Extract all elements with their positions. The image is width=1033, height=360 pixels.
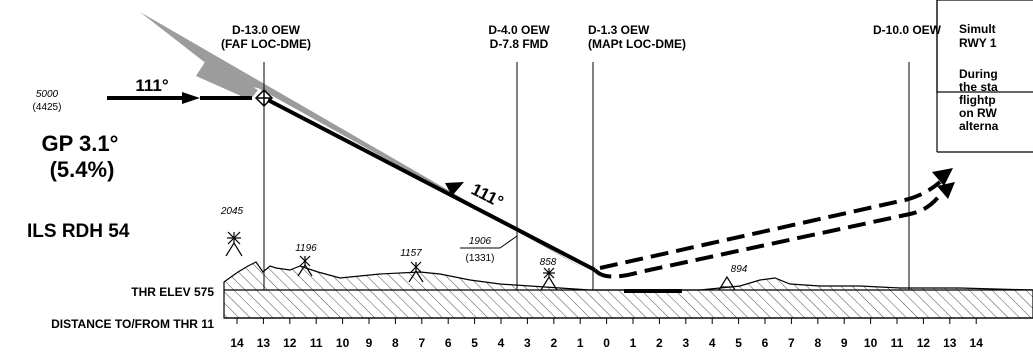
- fix-label: (FAF LOC-DME): [221, 37, 311, 51]
- faf-cross-icon: [254, 88, 274, 108]
- rdh-label: ILS RDH 54: [27, 221, 130, 242]
- crossing-alt-leader: [499, 235, 518, 249]
- inbound-course-arrowhead: [182, 92, 200, 104]
- distance-tick-label: 8: [814, 336, 821, 350]
- distance-tick-label: 14: [970, 336, 984, 350]
- distance-tick-label: 6: [445, 336, 452, 350]
- distance-tick-label: 1: [577, 336, 584, 350]
- distance-tick-label: 14: [230, 336, 244, 350]
- gp-percent-label: (5.4%): [50, 157, 115, 182]
- missed-approach-arrowhead: [932, 168, 953, 186]
- altitude-agl-label: (4425): [33, 102, 62, 113]
- note-line: During: [959, 67, 998, 81]
- distance-tick-label: 10: [864, 336, 878, 350]
- glidepath-line: [267, 98, 596, 272]
- obstacle-elev-label: 2045: [220, 206, 244, 217]
- distance-tick-label: 8: [392, 336, 399, 350]
- distance-tick-label: 10: [336, 336, 350, 350]
- note-line: flightp: [959, 93, 996, 107]
- distance-tick-label: 13: [943, 336, 957, 350]
- obstacle-icon: [408, 261, 424, 283]
- distance-tick-label: 2: [550, 336, 557, 350]
- note-line: Simult: [959, 22, 996, 36]
- fix-label: D-4.0 OEW: [488, 23, 550, 37]
- obstacle-icon: [540, 267, 558, 291]
- distance-tick-label: 0: [603, 336, 610, 350]
- distance-tick-label: 11: [891, 336, 904, 350]
- distance-tick-label: 12: [283, 336, 297, 350]
- fix-label: D-7.8 FMD: [490, 37, 549, 51]
- glidepath-arrowhead: [445, 182, 464, 196]
- fix-label: D-10.0 OEW: [873, 23, 942, 37]
- crossing-alt-agl-label: (1331): [466, 253, 495, 264]
- missed-approach-path-upper: [599, 180, 942, 270]
- distance-tick-label: 4: [709, 336, 716, 350]
- threshold-elev-label: THR ELEV 575: [131, 285, 214, 299]
- obstacle-icon: [718, 275, 736, 291]
- distance-tick-label: 5: [735, 336, 742, 350]
- distance-axis: 14 13 12 11 10 9 8 7 6 5 4 3 2 1 0 1 2 3 4 5 6 7 8 9 10 11 12 13 14: [230, 318, 983, 350]
- distance-tick-label: 13: [257, 336, 271, 350]
- distance-tick-label: 7: [788, 336, 795, 350]
- distance-tick-label: 9: [366, 336, 373, 350]
- fix-label: D-13.0 OEW: [232, 23, 301, 37]
- obstacle-elev-label: 1157: [400, 248, 422, 259]
- obstacle-elev-label: 894: [731, 264, 748, 275]
- distance-tick-label: 3: [524, 336, 531, 350]
- clearance-wedge-arrow: [196, 62, 258, 100]
- obstacle-icon: [297, 255, 313, 277]
- distance-tick-label: 9: [841, 336, 848, 350]
- note-line: RWY 1: [959, 36, 997, 50]
- note-line: on RW: [959, 106, 997, 120]
- distance-axis-label: DISTANCE TO/FROM THR 11: [51, 317, 214, 331]
- distance-tick-label: 7: [418, 336, 425, 350]
- altitude-label: 5000: [36, 89, 59, 100]
- missed-approach-arrowhead: [937, 182, 955, 199]
- distance-tick-label: 3: [682, 336, 689, 350]
- distance-tick-label: 12: [917, 336, 931, 350]
- gp-angle-label: GP 3.1°: [42, 131, 119, 156]
- distance-tick-label: 5: [471, 336, 478, 350]
- obstacle-elev-label: 1196: [295, 243, 317, 254]
- obstacle-icon: [225, 231, 243, 257]
- missed-approach-path-lower: [593, 190, 944, 279]
- crossing-alt-label: 1906: [469, 236, 492, 247]
- distance-tick-label: 6: [762, 336, 769, 350]
- fix-label: (MAPt LOC-DME): [588, 37, 686, 51]
- note-line: the sta: [959, 80, 998, 94]
- distance-tick-label: 2: [656, 336, 663, 350]
- note-line: alterna: [959, 119, 999, 133]
- fix-label: D-1.3 OEW: [588, 23, 650, 37]
- distance-tick-label: 4: [498, 336, 505, 350]
- runway: [624, 289, 682, 293]
- distance-tick-label: 1: [630, 336, 637, 350]
- distance-tick-label: 11: [310, 336, 323, 350]
- obstacle-elev-label: 858: [540, 257, 557, 268]
- inbound-course-label: 111°: [135, 76, 168, 95]
